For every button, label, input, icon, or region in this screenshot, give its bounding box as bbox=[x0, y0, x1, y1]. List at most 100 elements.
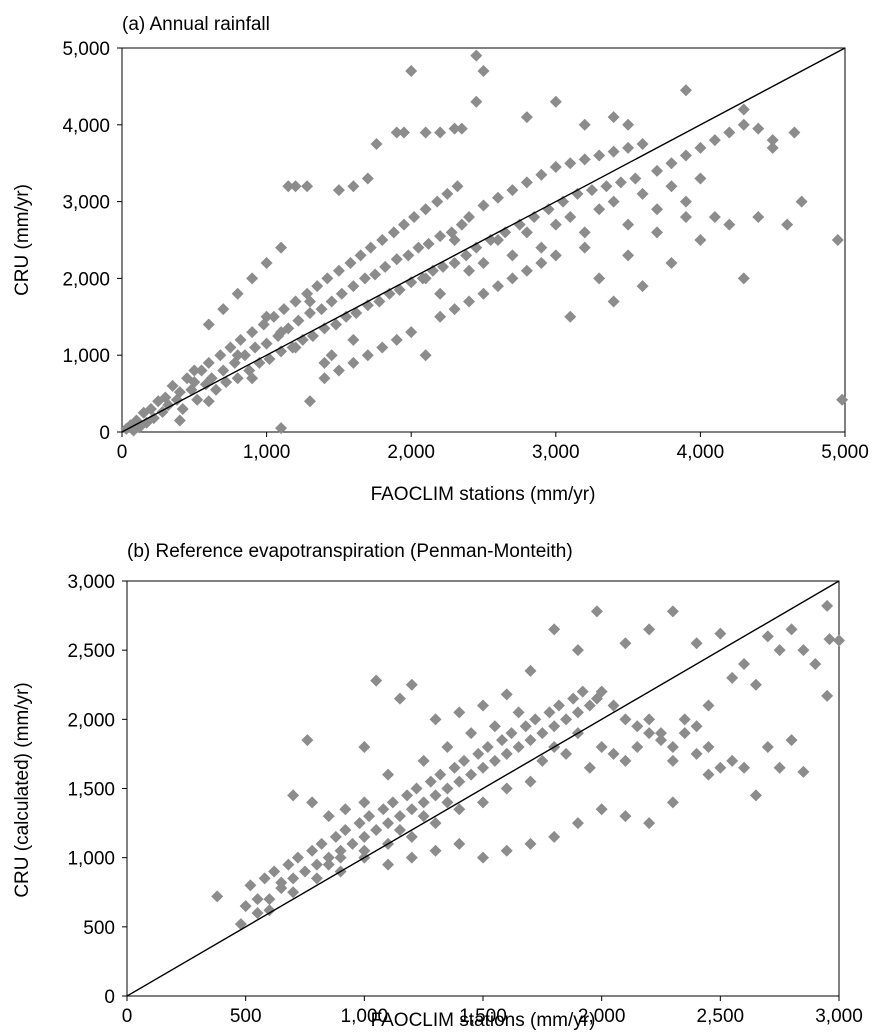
data-point bbox=[614, 176, 627, 189]
x-tick-label: 2,000 bbox=[578, 1006, 626, 1027]
data-point bbox=[823, 633, 836, 646]
data-point bbox=[548, 830, 561, 843]
data-point bbox=[382, 768, 395, 781]
x-tick-label: 3,000 bbox=[532, 442, 580, 463]
data-point bbox=[402, 249, 415, 262]
data-point bbox=[315, 303, 328, 316]
data-point bbox=[655, 727, 667, 740]
data-point bbox=[643, 623, 656, 636]
data-point bbox=[524, 837, 537, 850]
data-point bbox=[382, 817, 395, 830]
y-tick-label: 2,000 bbox=[62, 269, 110, 290]
data-point bbox=[434, 310, 447, 323]
data-point bbox=[463, 210, 476, 223]
data-point bbox=[678, 727, 691, 740]
panel-a-x-axis: 0 1,000 2,000 3,000 4,000 5,000 bbox=[117, 432, 869, 463]
data-point bbox=[520, 226, 533, 239]
data-point bbox=[434, 126, 447, 139]
data-point bbox=[361, 349, 374, 362]
data-point bbox=[529, 713, 542, 726]
data-point bbox=[292, 314, 305, 327]
data-point bbox=[275, 876, 288, 889]
data-point bbox=[773, 761, 786, 774]
x-tick-label: 500 bbox=[230, 1006, 262, 1027]
data-point bbox=[448, 761, 461, 774]
data-point bbox=[347, 356, 360, 369]
data-point bbox=[397, 126, 410, 139]
data-point bbox=[417, 754, 430, 767]
data-point bbox=[477, 199, 490, 212]
data-point bbox=[347, 333, 360, 346]
data-point bbox=[373, 295, 386, 308]
data-point bbox=[694, 141, 707, 154]
data-point bbox=[301, 180, 314, 193]
data-point bbox=[217, 364, 230, 377]
data-point bbox=[322, 851, 335, 864]
data-point bbox=[465, 727, 478, 740]
data-point bbox=[470, 49, 483, 62]
data-point bbox=[481, 741, 494, 753]
data-point bbox=[622, 141, 635, 154]
data-point bbox=[318, 372, 331, 385]
data-point bbox=[738, 658, 751, 670]
data-point bbox=[339, 803, 352, 816]
data-point bbox=[500, 782, 513, 795]
x-tick-label: 1,000 bbox=[243, 442, 291, 463]
data-point bbox=[797, 644, 810, 657]
data-point bbox=[162, 399, 175, 412]
data-point bbox=[788, 126, 801, 139]
data-point bbox=[472, 747, 485, 760]
data-point bbox=[334, 851, 347, 864]
data-point bbox=[458, 754, 471, 767]
panel-reference-evapotranspiration: (b) Reference evapotranspiration (Penman… bbox=[12, 541, 863, 1031]
data-point bbox=[465, 768, 478, 781]
data-point bbox=[726, 754, 739, 767]
data-point bbox=[549, 218, 562, 231]
data-point bbox=[737, 103, 750, 116]
data-point bbox=[231, 349, 244, 362]
data-point bbox=[246, 372, 259, 385]
data-point bbox=[702, 741, 715, 753]
y-tick-label: 0 bbox=[99, 423, 110, 444]
data-point bbox=[291, 851, 304, 864]
data-point bbox=[455, 122, 468, 135]
data-point bbox=[535, 241, 548, 254]
data-point bbox=[330, 318, 343, 331]
data-point bbox=[636, 138, 649, 150]
data-point bbox=[364, 241, 377, 254]
data-point bbox=[144, 402, 157, 415]
data-point bbox=[477, 796, 489, 809]
data-point bbox=[491, 191, 504, 204]
data-point bbox=[448, 122, 461, 135]
y-tick-label: 0 bbox=[104, 987, 115, 1008]
data-point bbox=[303, 295, 316, 308]
data-point bbox=[520, 111, 533, 124]
y-tick-label: 3,000 bbox=[62, 193, 110, 214]
data-point bbox=[666, 754, 679, 767]
data-point bbox=[188, 376, 201, 389]
data-point bbox=[726, 671, 739, 684]
data-point bbox=[477, 761, 489, 774]
data-point bbox=[549, 249, 562, 262]
y-tick-label: 1,000 bbox=[62, 346, 110, 367]
data-point bbox=[567, 692, 580, 705]
data-point bbox=[651, 164, 664, 177]
data-point bbox=[749, 789, 762, 802]
data-point bbox=[354, 249, 367, 262]
data-point bbox=[405, 678, 418, 691]
data-point bbox=[506, 184, 519, 197]
data-point bbox=[417, 796, 430, 809]
data-point bbox=[737, 118, 750, 131]
data-point bbox=[590, 605, 603, 618]
data-point bbox=[738, 761, 751, 774]
data-point bbox=[448, 303, 461, 316]
data-point bbox=[761, 741, 774, 753]
data-point bbox=[702, 699, 715, 712]
data-point bbox=[831, 234, 844, 246]
data-point bbox=[785, 734, 798, 747]
data-point bbox=[369, 268, 382, 281]
data-point bbox=[441, 187, 454, 200]
data-point bbox=[506, 249, 519, 262]
data-point bbox=[370, 138, 383, 150]
